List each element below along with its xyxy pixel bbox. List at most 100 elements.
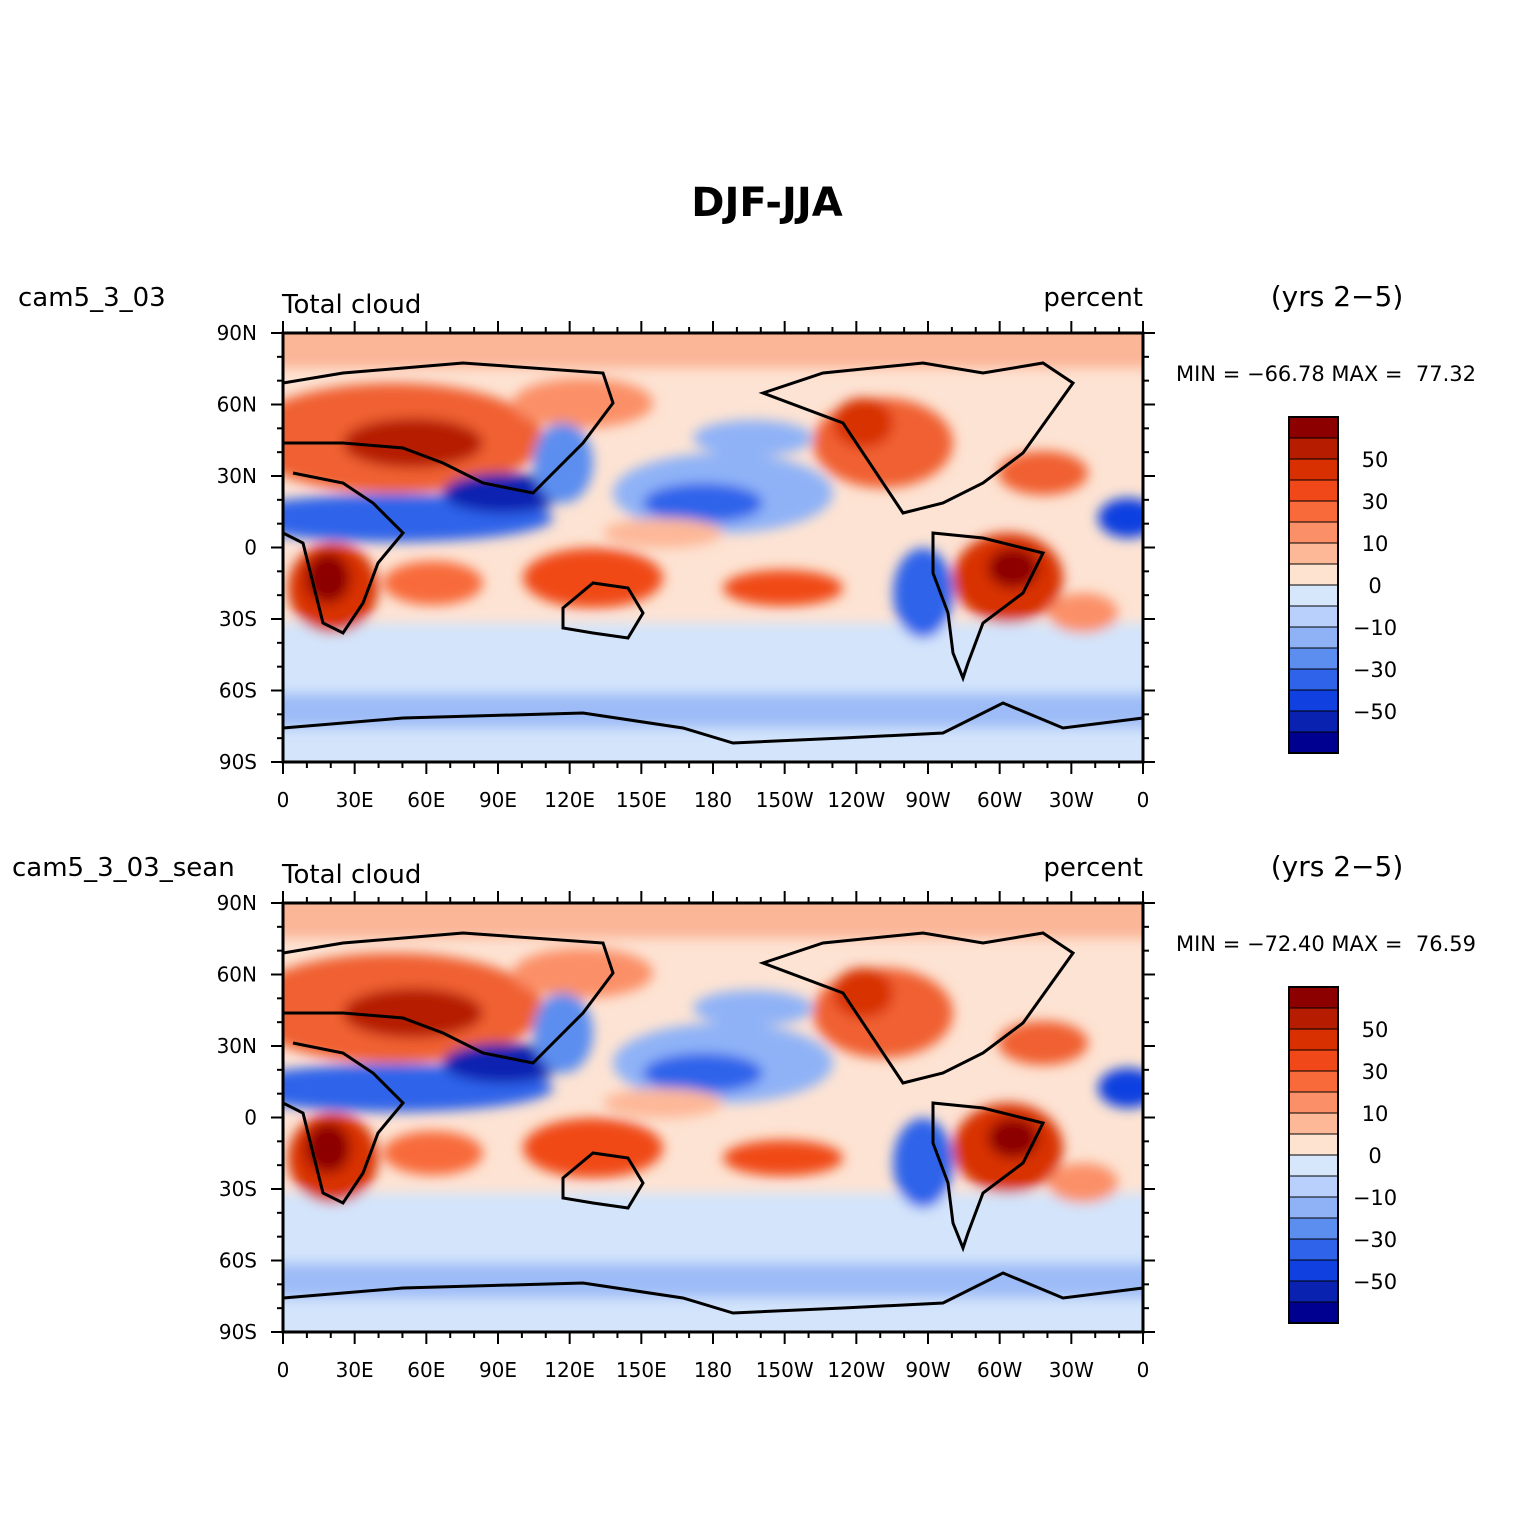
lon-tick-label: 0 (1137, 788, 1150, 812)
variable-name: Total cloud (281, 290, 421, 320)
colorbar-box (1288, 1301, 1339, 1324)
lon-tick-label: 0 (277, 788, 290, 812)
colorbar-box (1288, 668, 1339, 691)
colorbar-label: 30 (1362, 1060, 1389, 1084)
lat-tick-label: 60S (219, 1249, 257, 1273)
lat-tick-label: 60N (217, 393, 257, 417)
lon-tick-label: 180 (694, 1358, 732, 1382)
lon-tick-label: 90E (479, 788, 517, 812)
colorbar-label: 10 (1362, 532, 1389, 556)
units: percent (1043, 853, 1143, 883)
colorbar-label: 50 (1362, 1018, 1389, 1042)
lon-tick-label: 120W (827, 788, 885, 812)
colorbar-label: −30 (1353, 658, 1397, 682)
colorbar-box (1288, 563, 1339, 586)
lat-tick-label: 90S (219, 1320, 257, 1344)
colorbar-label: 0 (1368, 1144, 1381, 1168)
colorbar-box (1288, 542, 1339, 565)
colorbar-box (1288, 1112, 1339, 1135)
colorbar-box (1288, 689, 1339, 712)
lon-tick-label: 90W (905, 788, 950, 812)
colorbar-label: 50 (1362, 448, 1389, 472)
lon-tick-label: 0 (1137, 1358, 1150, 1382)
colorbar-box (1288, 605, 1339, 628)
map-field (233, 893, 1163, 1343)
lat-tick-label: 90N (217, 321, 257, 345)
figure-title: DJF-JJA (691, 180, 843, 226)
lat-tick-label: 30S (219, 1177, 257, 1201)
lon-tick-label: 30W (1049, 788, 1094, 812)
colorbar-box (1288, 1070, 1339, 1093)
colorbar-box (1288, 416, 1339, 439)
colorbar-box (1288, 986, 1339, 1009)
lon-tick-label: 60E (407, 788, 445, 812)
colorbar-box (1288, 1280, 1339, 1303)
units: percent (1043, 283, 1143, 313)
colorbar-label: 0 (1368, 574, 1381, 598)
colorbar-box (1288, 479, 1339, 502)
colorbar-box (1288, 1007, 1339, 1030)
colorbar-box (1288, 1133, 1339, 1156)
colorbar-box (1288, 731, 1339, 754)
case-name: cam5_3_03 (18, 283, 166, 313)
colorbar-frame (1288, 416, 1339, 754)
min-max: MIN = −66.78 MAX = 77.32 (1176, 362, 1476, 386)
lat-tick-label: 0 (244, 1106, 257, 1130)
colorbar-box (1288, 458, 1339, 481)
colorbar-box (1288, 710, 1339, 733)
colorbar-box (1288, 647, 1339, 670)
colorbar-label: −50 (1353, 1270, 1397, 1294)
lon-tick-label: 180 (694, 788, 732, 812)
lon-tick-label: 0 (277, 1358, 290, 1382)
colorbar-box (1288, 1091, 1339, 1114)
period: (yrs 2−5) (1271, 850, 1404, 883)
lon-tick-label: 120E (544, 1358, 595, 1382)
colorbar-label: −10 (1353, 616, 1397, 640)
lon-tick-label: 60W (977, 788, 1022, 812)
colorbar-label: −50 (1353, 700, 1397, 724)
lat-tick-label: 60N (217, 963, 257, 987)
lat-tick-label: 30N (217, 1034, 257, 1058)
colorbar-box (1288, 1049, 1339, 1072)
period: (yrs 2−5) (1271, 280, 1404, 313)
colorbar-frame (1288, 986, 1339, 1324)
colorbar-box (1288, 437, 1339, 460)
lon-tick-label: 120W (827, 1358, 885, 1382)
map-field (233, 323, 1163, 773)
colorbar-box (1288, 1217, 1339, 1240)
colorbar-label: −30 (1353, 1228, 1397, 1252)
colorbar-box (1288, 1175, 1339, 1198)
lat-tick-label: 30N (217, 464, 257, 488)
colorbar-box (1288, 1154, 1339, 1177)
colorbar-box (1288, 1238, 1339, 1261)
lon-tick-label: 90E (479, 1358, 517, 1382)
lon-tick-label: 30E (336, 788, 374, 812)
colorbar-box (1288, 584, 1339, 607)
colorbar-box (1288, 500, 1339, 523)
lat-tick-label: 90N (217, 891, 257, 915)
min-max: MIN = −72.40 MAX = 76.59 (1176, 932, 1476, 956)
lon-tick-label: 30W (1049, 1358, 1094, 1382)
lat-tick-label: 60S (219, 679, 257, 703)
colorbar-label: 10 (1362, 1102, 1389, 1126)
lon-tick-label: 150W (756, 788, 814, 812)
lon-tick-label: 60W (977, 1358, 1022, 1382)
variable-name: Total cloud (281, 860, 421, 890)
lon-tick-label: 30E (336, 1358, 374, 1382)
lon-tick-label: 60E (407, 1358, 445, 1382)
lon-tick-label: 120E (544, 788, 595, 812)
colorbar-box (1288, 1196, 1339, 1219)
lon-tick-label: 150E (616, 788, 667, 812)
lat-tick-label: 90S (219, 750, 257, 774)
colorbar-label: 30 (1362, 490, 1389, 514)
lon-tick-label: 150W (756, 1358, 814, 1382)
colorbar-label: −10 (1353, 1186, 1397, 1210)
colorbar-box (1288, 626, 1339, 649)
colorbar-box (1288, 1259, 1339, 1282)
lat-tick-label: 30S (219, 607, 257, 631)
case-name: cam5_3_03_sean (12, 853, 235, 883)
colorbar-box (1288, 521, 1339, 544)
lon-tick-label: 90W (905, 1358, 950, 1382)
lat-tick-label: 0 (244, 536, 257, 560)
